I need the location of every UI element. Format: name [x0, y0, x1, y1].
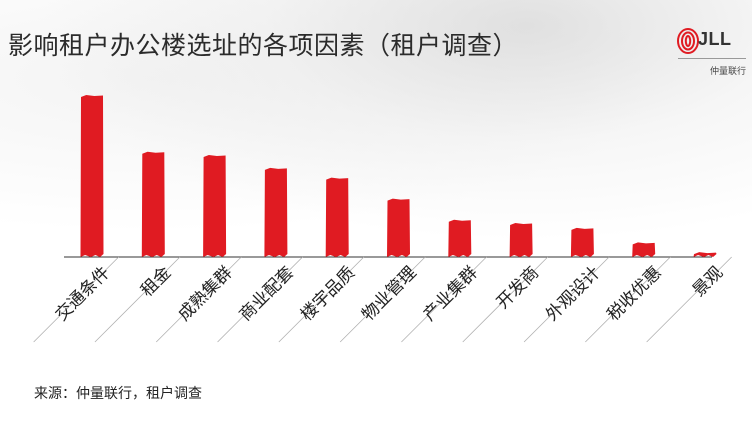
logo-brand-text: JLL: [698, 29, 732, 49]
category-label-2: 成熟集群: [174, 262, 237, 325]
bar-1: [141, 151, 165, 257]
category-separator: [33, 256, 119, 343]
logo-subtitle: 仲量联行: [710, 67, 747, 77]
category-separator: [401, 256, 487, 343]
category-label-10: 景观: [689, 263, 727, 301]
category-label-3: 商业配套: [236, 263, 298, 325]
category-separator: [94, 256, 181, 343]
bar-5: [387, 198, 410, 257]
bar-chart: 交通条件 租金 成熟集群 商业配套 楼宇品质 物业管理 产业集群 开发商 外观设计 税收优惠 景观: [33, 95, 732, 343]
logo-divider: [678, 58, 746, 59]
bar-0: [80, 95, 104, 257]
bar-6: [448, 219, 472, 257]
category-separator: [646, 256, 732, 343]
source-note: 来源：仲量联行，租户调查: [34, 386, 202, 402]
category-separator: [523, 256, 610, 343]
category-label-4: 楼宇品质: [297, 263, 359, 325]
bar-10: [693, 252, 717, 257]
category-label-5: 物业管理: [358, 263, 420, 325]
chart-title: 影响租户办公楼选址的各项因素（租户调查）: [8, 31, 519, 60]
bar-8: [570, 227, 594, 257]
category-label-7: 开发商: [493, 263, 543, 313]
category-separator: [278, 256, 365, 343]
category-separator: [585, 256, 671, 343]
category-label-1: 租金: [137, 263, 175, 301]
category-separator: [462, 256, 549, 343]
bar-2: [203, 154, 227, 257]
category-separator: [339, 256, 426, 343]
bar-7: [509, 222, 533, 257]
category-separator: [155, 256, 242, 343]
category-label-9: 税收优惠: [603, 263, 665, 325]
category-label-0: 交通条件: [52, 263, 114, 325]
bar-4: [325, 177, 349, 257]
category-label-8: 外观设计: [542, 263, 604, 325]
bar-9: [632, 242, 656, 257]
jll-logo-icon: [677, 28, 699, 54]
category-label-6: 产业集群: [420, 263, 482, 325]
bar-3: [264, 167, 288, 257]
category-separator: [217, 256, 303, 343]
